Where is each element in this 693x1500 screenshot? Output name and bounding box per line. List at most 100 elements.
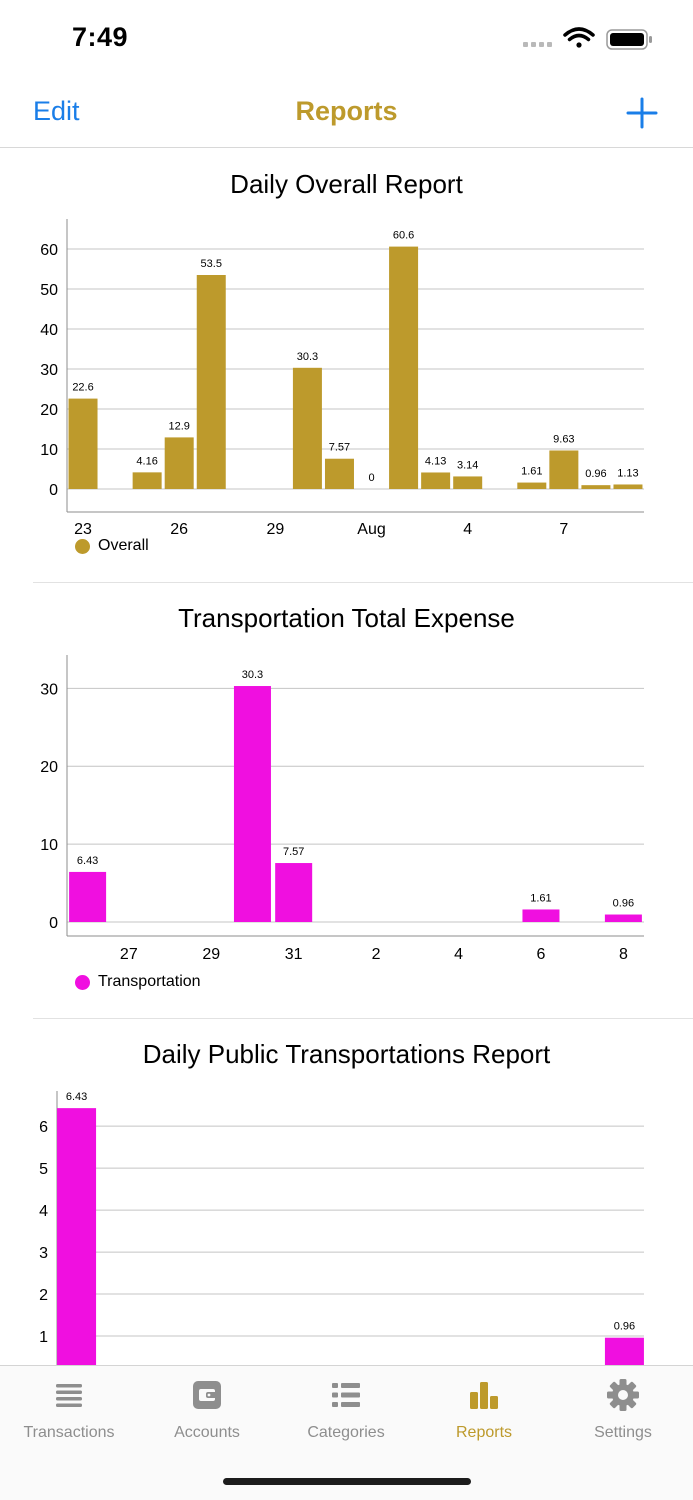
chart-plot: 1 2 3 4 5 6 6.43 0.96: [39, 1091, 644, 1365]
x-tick-label: 4: [463, 521, 472, 538]
battery-icon: [606, 29, 652, 50]
bar: [57, 1108, 97, 1365]
legend-label: Transportation: [98, 973, 201, 990]
tab-label: Reports: [455, 1424, 513, 1441]
y-tick-label: 60: [40, 242, 58, 259]
tab-label: Settings: [594, 1424, 652, 1441]
x-tick-label: 27: [120, 946, 138, 963]
tab-label: Transactions: [23, 1424, 115, 1441]
y-tick-label: 1: [39, 1329, 48, 1346]
y-tick-label: 20: [40, 759, 58, 776]
y-tick-label: 5: [39, 1161, 48, 1178]
chart-transportation-total: Transportation Total Expense 0 10 20 30 6.43…: [0, 585, 693, 1015]
y-tick-label: 50: [40, 282, 58, 299]
bar: [132, 472, 162, 489]
reports-content[interactable]: Daily Overall Report 0 10 20 30 40 50 60 22.6 4.…: [0, 149, 693, 1365]
bar: [421, 472, 451, 489]
data-label: 0.96: [613, 898, 634, 910]
chart-title: Transportation Total Expense: [178, 603, 515, 633]
data-label: 4.13: [425, 455, 446, 467]
legend-dot: [75, 538, 90, 554]
bar: [69, 871, 107, 922]
bar: [604, 914, 642, 922]
plus-icon: [626, 97, 658, 129]
data-label: 30.3: [242, 669, 263, 681]
signal-icon: [523, 42, 552, 47]
wifi-icon: [563, 27, 595, 48]
y-tick-label: 6: [39, 1119, 48, 1136]
data-label: 30.3: [297, 351, 318, 363]
y-tick-label: 10: [40, 837, 58, 854]
y-tick-label: 0: [49, 915, 58, 932]
data-label: 0: [368, 472, 374, 484]
y-tick-label: 20: [40, 402, 58, 419]
chart-legend: Overall: [75, 537, 149, 555]
tab-accounts[interactable]: Accounts: [138, 1378, 276, 1442]
bar-chart-icon: [470, 1382, 498, 1409]
x-tick-label: 7: [559, 521, 568, 538]
data-label: 9.63: [553, 433, 574, 445]
y-tick-label: 30: [40, 681, 58, 698]
list-icon: [56, 1384, 82, 1407]
tab-label: Accounts: [174, 1424, 240, 1441]
page-title: Reports: [295, 96, 398, 126]
bar: [324, 458, 354, 489]
data-label: 53.5: [201, 258, 222, 270]
bar: [549, 450, 579, 489]
edit-button[interactable]: Edit: [33, 96, 80, 126]
y-tick-label: 40: [40, 322, 58, 339]
x-tick-label: 29: [266, 521, 284, 538]
divider: [33, 582, 693, 583]
bar: [604, 1337, 644, 1365]
status-icons: [523, 27, 652, 50]
y-tick-label: 2: [39, 1287, 48, 1304]
data-label: 7.57: [329, 442, 350, 454]
y-tick-label: 3: [39, 1245, 48, 1262]
x-tick-label: 26: [170, 521, 188, 538]
chart-title: Daily Overall Report: [230, 169, 463, 199]
y-tick-label: 4: [39, 1203, 48, 1220]
x-tick-label: 8: [619, 946, 628, 963]
data-label: 3.14: [457, 459, 478, 471]
nav-bar: Edit Reports: [0, 80, 693, 148]
tab-reports[interactable]: Reports: [415, 1378, 553, 1442]
tab-bar: Transactions Accounts Categories Reports: [0, 1365, 693, 1500]
x-tick-label: 31: [285, 946, 303, 963]
bar: [389, 246, 419, 489]
data-label: 1.61: [530, 892, 551, 904]
data-label: 4.16: [136, 455, 157, 467]
chart-title: Daily Public Transportations Report: [142, 1039, 551, 1069]
tab-transactions[interactable]: Transactions: [0, 1378, 138, 1442]
x-tick-label: Aug: [357, 521, 385, 538]
data-label: 1.61: [521, 466, 542, 478]
data-label: 6.43: [77, 855, 98, 867]
data-label: 1.13: [617, 467, 638, 479]
add-button[interactable]: [625, 96, 659, 130]
tab-settings[interactable]: Settings: [554, 1378, 692, 1442]
x-tick-label: 4: [454, 946, 463, 963]
chart-legend: Transportation: [75, 973, 201, 991]
data-label: 0.96: [614, 1321, 635, 1333]
bar: [522, 909, 560, 922]
legend-label: Overall: [98, 537, 149, 554]
bar: [581, 485, 611, 489]
data-label: 60.6: [393, 230, 414, 242]
chart-public-transportations: Daily Public Transportations Report 1 2 3 4…: [0, 1021, 693, 1365]
y-tick-label: 10: [40, 442, 58, 459]
bar: [453, 476, 483, 489]
data-label: 12.9: [168, 420, 189, 432]
categories-icon: [332, 1383, 360, 1407]
bar: [292, 367, 322, 489]
x-tick-label: 6: [537, 946, 546, 963]
status-time: 7:49: [72, 22, 129, 52]
bar: [275, 863, 313, 922]
data-label: 6.43: [66, 1091, 87, 1103]
tab-categories[interactable]: Categories: [277, 1378, 415, 1442]
bar: [517, 482, 547, 489]
bar: [613, 484, 643, 489]
bar: [233, 686, 271, 922]
chart-plot: 0 10 20 30 40 50 60 22.6 4.16 12.9 53.5 30.3 7.57 0 60…: [40, 219, 644, 538]
chart-daily-overall: Daily Overall Report 0 10 20 30 40 50 60 22.6 4.…: [0, 149, 693, 579]
data-label: 0.96: [585, 468, 606, 480]
legend-dot: [75, 974, 90, 990]
